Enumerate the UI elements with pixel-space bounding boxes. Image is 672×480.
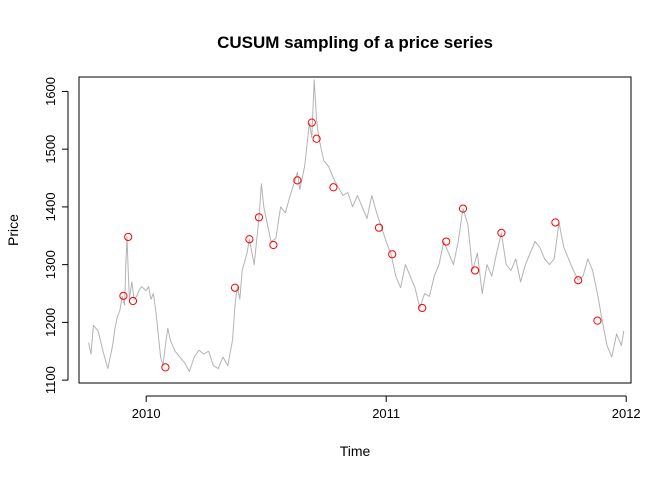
cusum-sample-point: [418, 303, 427, 313]
x-tick-label: 2010: [132, 406, 161, 421]
cusum-sample-point: [124, 232, 133, 242]
y-axis-label: Price: [5, 214, 21, 246]
plot-frame: [78, 76, 632, 384]
cusum-sample-point: [312, 134, 321, 143]
x-tick-label: 2012: [612, 406, 641, 421]
y-tick-label: 1100: [43, 366, 58, 394]
series-layer: [88, 79, 625, 372]
y-tick-label: 1200: [43, 308, 58, 337]
cusum-sample-point: [128, 296, 138, 306]
price-series-line: [88, 79, 625, 372]
cusum-sample-point: [161, 363, 170, 372]
y-tick-label: 1500: [43, 135, 58, 164]
y-tick-label: 1300: [43, 250, 58, 279]
cusum-sample-point: [442, 237, 451, 246]
cusum-sample-point: [119, 291, 128, 300]
cusum-sample-point: [293, 176, 302, 185]
cusum-sample-point: [497, 228, 506, 237]
chart-title: CUSUM sampling of a price series: [217, 33, 493, 52]
cusum-sample-point: [593, 316, 602, 325]
cusum-sample-point: [551, 218, 560, 227]
cusum-sample-point: [458, 204, 468, 213]
cusum-sample-point: [254, 213, 264, 222]
cusum-sample-point: [245, 235, 254, 244]
cusum-sample-point: [307, 118, 316, 127]
cusum-sample-point: [574, 276, 583, 285]
cusum-sample-point: [374, 223, 384, 232]
y-axis: 1100 1200 1300 1400 1500 1600: [43, 77, 69, 394]
cusum-sample-point: [230, 283, 240, 292]
cusum-sample-point: [269, 240, 278, 250]
x-axis-label: Time: [340, 443, 371, 459]
x-axis: 2010 2011 2012: [132, 395, 641, 421]
cusum-sample-point: [388, 250, 397, 259]
cusum-sample-point: [470, 266, 480, 275]
cusum-sample-point: [329, 183, 338, 192]
y-tick-label: 1600: [43, 77, 58, 106]
y-tick-label: 1400: [43, 192, 58, 221]
x-tick-label: 2011: [372, 406, 400, 421]
